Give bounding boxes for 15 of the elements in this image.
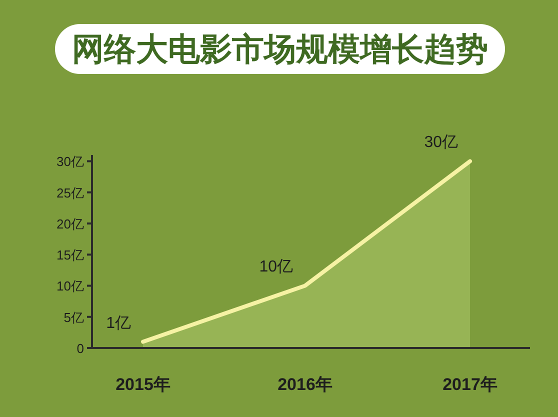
y-tick-label: 5亿 <box>64 310 84 325</box>
y-tick-label: 15亿 <box>56 248 84 263</box>
data-label: 1亿 <box>106 314 131 332</box>
x-tick-label: 2015年 <box>116 375 170 394</box>
y-tick-label: 25亿 <box>56 185 84 200</box>
y-tick-label: 0 <box>76 341 84 356</box>
chart-title: 网络大电影市场规模增长趋势 <box>72 31 488 67</box>
y-tick-label: 10亿 <box>56 278 84 294</box>
y-tick-label: 30亿 <box>56 154 84 170</box>
x-tick-label: 2017年 <box>442 375 498 394</box>
x-tick-label: 2016年 <box>278 375 332 394</box>
data-label: 10亿 <box>259 258 293 276</box>
y-tick-label: 20亿 <box>56 216 84 232</box>
title: 网络大电影市场规模增长趋势 <box>55 24 505 74</box>
data-label: 30亿 <box>424 134 458 152</box>
